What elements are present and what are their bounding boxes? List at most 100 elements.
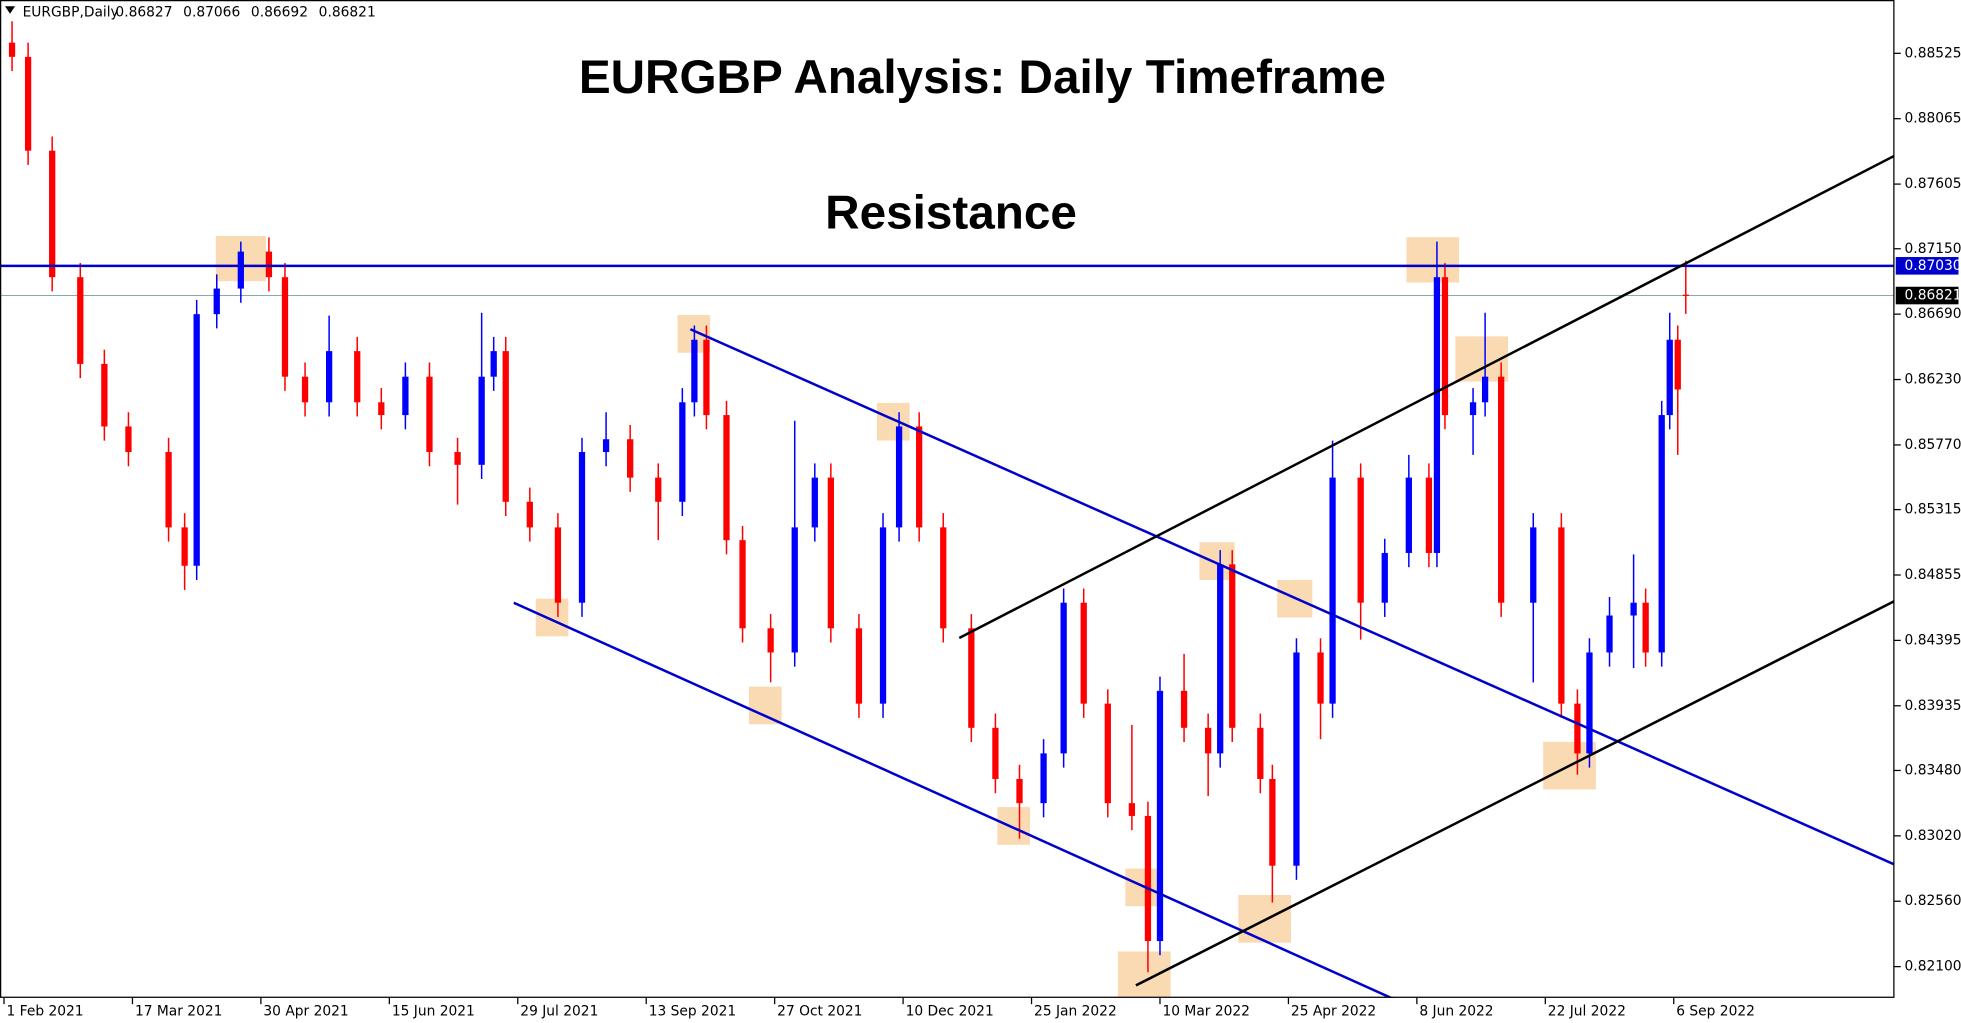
candle-body xyxy=(895,426,903,528)
candle-body xyxy=(1329,477,1336,704)
ohlc-low: 0.86692 xyxy=(251,5,308,21)
candle-body xyxy=(1357,477,1364,603)
last-price-label: 0.86821 xyxy=(1905,288,1961,304)
annotation: Resistance xyxy=(825,186,1077,239)
y-tick-label: 0.83480 xyxy=(1905,762,1961,778)
x-tick-label: 25 Jan 2022 xyxy=(1034,1004,1117,1020)
x-tick-label: 1 Feb 2021 xyxy=(7,1004,84,1020)
candle-body xyxy=(1317,652,1324,704)
candle-body xyxy=(1016,778,1023,804)
candle-body xyxy=(1666,339,1673,416)
candle-body xyxy=(916,426,923,528)
candle-body xyxy=(478,376,485,465)
x-tick-label: 6 Sep 2022 xyxy=(1676,1004,1755,1020)
candle-body xyxy=(767,628,774,653)
candle-body xyxy=(77,277,84,364)
trend-line xyxy=(513,601,1395,998)
candle-body xyxy=(723,415,730,541)
x-tick-label: 8 Jun 2022 xyxy=(1419,1004,1493,1020)
candle-body xyxy=(1217,564,1224,754)
trend-line xyxy=(958,154,1895,640)
candle-body xyxy=(1642,602,1649,653)
resistance-tag xyxy=(1895,257,1959,275)
candle-body xyxy=(402,376,409,416)
candle-body xyxy=(502,351,509,502)
zones xyxy=(215,235,1596,997)
x-tick-label: 10 Dec 2021 xyxy=(906,1004,994,1020)
trend-line xyxy=(1135,599,1895,987)
candle-body xyxy=(602,439,610,453)
zone xyxy=(1406,237,1460,283)
candle-body xyxy=(1425,477,1433,553)
y-tick-label: 0.85770 xyxy=(1905,437,1961,453)
candle-body xyxy=(1156,690,1164,942)
x-tick-label: 13 Sep 2021 xyxy=(649,1004,736,1020)
candle-body xyxy=(1498,376,1505,603)
candle-body xyxy=(691,339,698,403)
candle-body xyxy=(739,540,746,629)
symbol: EURGBP,Daily xyxy=(23,5,119,21)
candle-body xyxy=(49,150,56,278)
x-tick-label: 29 Jul 2021 xyxy=(520,1004,598,1020)
candle-body xyxy=(8,42,16,57)
candle-body xyxy=(827,477,834,629)
y-tick-label: 0.82560 xyxy=(1905,893,1961,909)
candle-body xyxy=(301,376,309,403)
candle-body xyxy=(1658,415,1665,653)
candle-body xyxy=(193,314,200,566)
candle-body xyxy=(378,402,385,416)
candle-body xyxy=(125,426,132,453)
last-price-tag xyxy=(1895,286,1959,305)
zone xyxy=(876,402,910,441)
candle-body xyxy=(791,527,798,653)
candle-body xyxy=(1040,753,1047,804)
zone xyxy=(1199,542,1235,580)
candle-body xyxy=(237,251,244,289)
candle-body xyxy=(1586,652,1593,754)
candle-body xyxy=(1441,277,1449,416)
y-tick-label: 0.88065 xyxy=(1905,111,1961,127)
candle-body xyxy=(940,527,947,629)
candle-body xyxy=(213,288,220,315)
candle-body xyxy=(1381,552,1388,603)
x-tick-label: 27 Oct 2021 xyxy=(777,1004,862,1020)
candle-body xyxy=(1606,615,1613,653)
y-tick-label: 0.87605 xyxy=(1905,176,1961,192)
y-tick-label: 0.86230 xyxy=(1905,372,1961,388)
candle-body xyxy=(265,251,273,278)
y-tick-label: 0.84395 xyxy=(1905,632,1961,648)
candle-body xyxy=(1481,376,1489,403)
candle-body xyxy=(1558,527,1565,704)
zone xyxy=(1117,951,1171,997)
candle-body xyxy=(679,402,686,502)
candle-body xyxy=(1674,339,1681,390)
candle-body xyxy=(627,439,634,478)
zone xyxy=(749,686,782,725)
x-tick-label: 10 Mar 2022 xyxy=(1162,1004,1249,1020)
y-tick-label: 0.83935 xyxy=(1905,698,1961,714)
candle-body xyxy=(1530,527,1537,603)
candle-body xyxy=(24,56,32,151)
zone xyxy=(1125,868,1159,907)
y-tick-label: 0.85315 xyxy=(1905,502,1961,518)
candle-body xyxy=(1269,778,1276,866)
candle-body xyxy=(490,351,497,377)
candle-body xyxy=(1229,564,1236,728)
plot xyxy=(0,21,1895,998)
ohlc-close: 0.86821 xyxy=(319,5,376,21)
candle-body xyxy=(1630,602,1637,616)
x-tick-label: 15 Jun 2021 xyxy=(392,1004,475,1020)
candle-body xyxy=(1257,727,1264,779)
trend-line xyxy=(689,328,1895,866)
candle-body xyxy=(992,727,999,779)
candle-body xyxy=(325,351,333,403)
candle-body xyxy=(655,477,662,502)
candle-body xyxy=(1682,294,1689,296)
candle-body xyxy=(1104,703,1111,804)
candle-body xyxy=(968,628,975,728)
candle-body xyxy=(1205,727,1212,754)
x-tick-label: 25 Apr 2022 xyxy=(1291,1004,1376,1020)
ohlc-open: 0.86827 xyxy=(115,5,172,21)
y-tick-label: 0.84855 xyxy=(1905,567,1961,583)
